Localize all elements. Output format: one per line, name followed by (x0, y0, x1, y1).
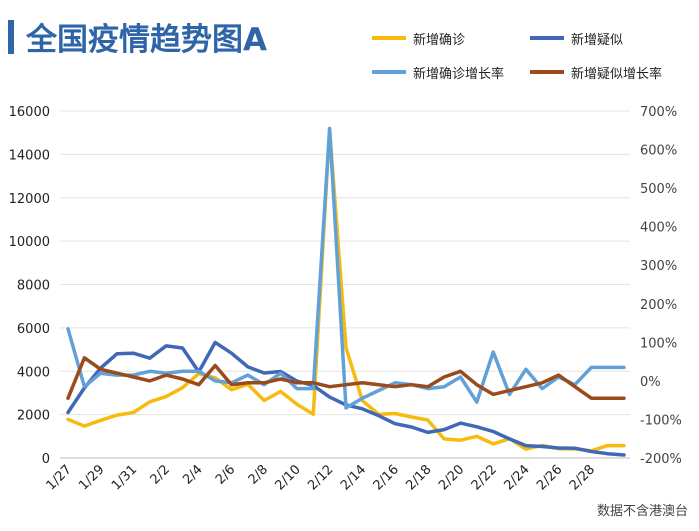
x-axis-ticks: 1/27 1/29 1/31 2/2 2/4 2/6 2/8 2/10 2/12 2/14 2/16… (44, 462, 599, 493)
x-tick-label: 2/12 (305, 462, 336, 493)
legend-entry-suspected: 新增疑似 (530, 32, 623, 48)
left-tick-label: 12000 (9, 192, 50, 207)
legend-entry-confirmed: 新增确诊 (372, 32, 465, 48)
right-tick-label: -200% (640, 452, 682, 467)
x-tick-label: 1/29 (76, 462, 107, 493)
right-tick-label: 500% (640, 182, 677, 197)
chart-title: 全国疫情趋势图A (25, 22, 267, 58)
x-tick-label: 2/8 (246, 462, 271, 487)
left-axis-ticks: 0 2000 4000 6000 8000 10000 12000 14000 16000 (9, 105, 50, 467)
left-tick-label: 6000 (17, 322, 50, 337)
right-tick-label: 100% (640, 336, 677, 351)
x-tick-label: 2/26 (534, 462, 565, 493)
left-tick-label: 14000 (9, 148, 50, 163)
legend-label-suspected-growth: 新增疑似增长率 (571, 66, 662, 82)
right-axis-ticks: -200% -100% 0% 100% 200% 300% 400% 500% 600% 700% (640, 105, 682, 467)
left-tick-label: 0 (42, 452, 50, 467)
legend-entry-confirmed-growth: 新增确诊增长率 (372, 66, 504, 82)
series-line-2 (66, 126, 626, 410)
right-tick-label: 300% (640, 259, 677, 274)
right-tick-label: 400% (640, 221, 677, 236)
x-tick-label: 2/28 (567, 462, 598, 493)
x-tick-label: 2/20 (436, 462, 467, 493)
left-tick-label: 8000 (17, 279, 50, 294)
right-tick-label: 0% (640, 375, 661, 390)
series-lines (66, 126, 626, 457)
legend-entry-suspected-growth: 新增疑似增长率 (530, 66, 662, 82)
left-tick-label: 4000 (17, 365, 50, 380)
legend-label-confirmed-growth: 新增确诊增长率 (413, 66, 504, 82)
series-line-0 (66, 127, 626, 453)
right-tick-label: 700% (640, 105, 677, 120)
left-tick-label: 10000 (9, 235, 50, 250)
right-tick-label: 600% (640, 144, 677, 159)
x-tick-label: 2/14 (338, 462, 369, 493)
x-tick-label: 2/18 (403, 462, 434, 493)
x-tick-label: 2/16 (371, 462, 402, 493)
series-line-3 (66, 356, 626, 400)
x-tick-label: 2/6 (213, 462, 238, 487)
right-tick-label: 200% (640, 298, 677, 313)
legend-label-confirmed: 新增确诊 (413, 32, 465, 48)
x-tick-label: 2/2 (148, 462, 173, 487)
x-tick-label: 1/31 (109, 462, 140, 493)
source-note: 数据不含港澳台 (597, 503, 688, 519)
right-tick-label: -100% (640, 413, 682, 428)
title-accent-bar (8, 20, 14, 54)
x-tick-label: 2/4 (180, 462, 205, 487)
x-tick-label: 2/22 (469, 462, 500, 493)
legend: 新增确诊 新增疑似 新增确诊增长率 新增疑似增长率 (372, 32, 662, 82)
gridlines (60, 110, 630, 459)
legend-label-suspected: 新增疑似 (571, 32, 623, 48)
x-tick-label: 2/10 (273, 462, 304, 493)
x-tick-label: 2/24 (501, 462, 532, 493)
left-tick-label: 16000 (9, 105, 50, 120)
left-tick-label: 2000 (17, 409, 50, 424)
